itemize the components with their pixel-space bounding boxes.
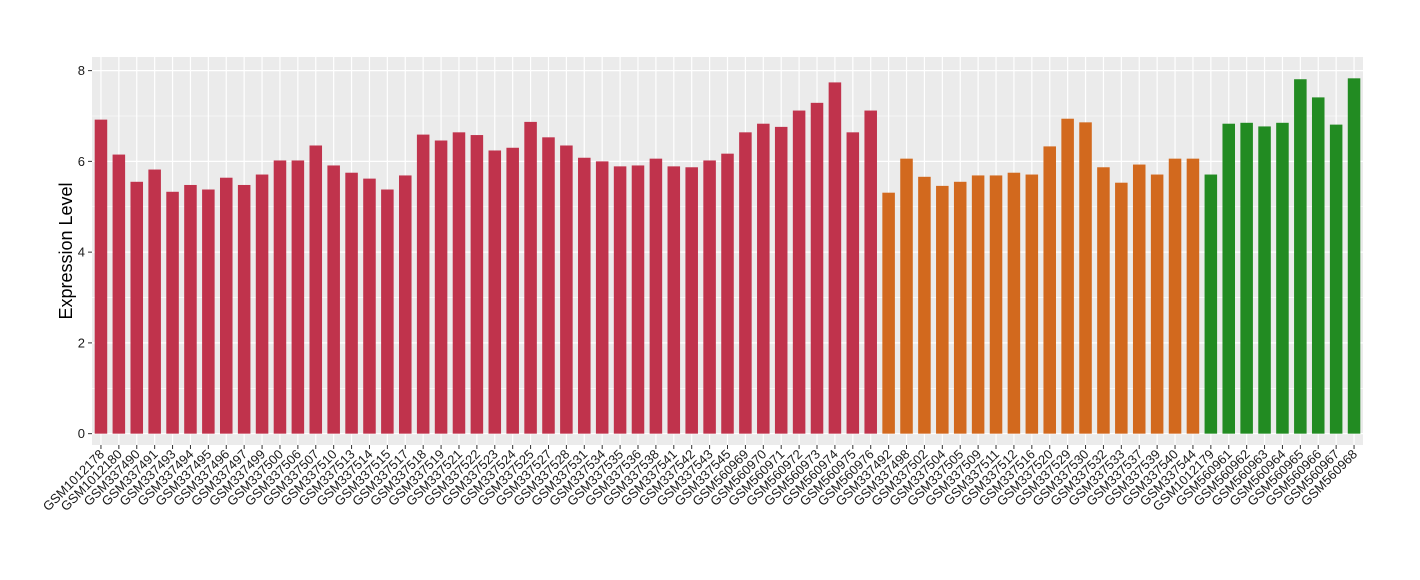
bar-GSM337514 xyxy=(363,178,376,434)
bar-GSM337513 xyxy=(345,172,358,434)
bar-GSM337517 xyxy=(399,175,412,434)
bar-GSM337502 xyxy=(918,176,931,434)
bar-GSM337533 xyxy=(1115,182,1128,434)
bar-GSM560965 xyxy=(1294,79,1307,434)
bar-GSM337518 xyxy=(416,134,430,434)
x-axis: GSM1012178GSM1012180GSM337490GSM337491GS… xyxy=(40,445,1360,514)
bar-GSM337490 xyxy=(130,181,144,434)
bar-GSM337504 xyxy=(936,185,949,434)
bar-GSM560972 xyxy=(792,110,806,434)
bar-GSM337538 xyxy=(649,158,663,434)
bar-GSM337493 xyxy=(166,191,179,434)
bar-GSM337515 xyxy=(381,189,394,434)
bar-GSM337537 xyxy=(1132,164,1146,434)
bar-GSM337543 xyxy=(703,160,716,434)
bar-GSM560971 xyxy=(774,126,788,434)
y-tick-label: 0 xyxy=(78,426,85,441)
bar-GSM560976 xyxy=(864,110,877,434)
bar-GSM337525 xyxy=(524,121,537,434)
bar-GSM337521 xyxy=(452,132,466,434)
bar-GSM337541 xyxy=(667,166,681,434)
bar-GSM337500 xyxy=(273,160,287,434)
y-tick-label: 6 xyxy=(78,154,85,169)
bar-GSM337523 xyxy=(488,150,502,434)
bar-GSM337540 xyxy=(1168,158,1182,434)
bar-GSM337545 xyxy=(721,153,734,434)
bar-GSM560967 xyxy=(1329,124,1343,434)
bar-GSM560969 xyxy=(739,132,752,434)
bar-GSM337529 xyxy=(1061,118,1074,434)
y-tick-label: 2 xyxy=(78,335,85,350)
bar-GSM337524 xyxy=(506,147,519,434)
bar-GSM560963 xyxy=(1258,126,1271,434)
bar-GSM337516 xyxy=(1025,174,1039,434)
bar-GSM337532 xyxy=(1097,167,1110,434)
bar-GSM337522 xyxy=(470,135,484,434)
bar-GSM337509 xyxy=(971,175,985,434)
bars xyxy=(94,78,1361,434)
bar-GSM560974 xyxy=(828,82,842,434)
bar-GSM560964 xyxy=(1276,122,1289,434)
bar-GSM560962 xyxy=(1240,122,1253,434)
bar-GSM337511 xyxy=(989,175,1003,434)
bar-GSM560973 xyxy=(810,102,824,434)
bar-GSM337507 xyxy=(309,145,323,434)
bar-GSM337519 xyxy=(434,140,448,434)
bar-GSM337512 xyxy=(1007,172,1021,434)
bar-GSM337520 xyxy=(1043,146,1056,434)
bar-GSM337542 xyxy=(685,167,698,434)
y-axis-title: Expression Level xyxy=(56,182,76,319)
y-tick-label: 4 xyxy=(78,245,85,260)
bar-GSM337494 xyxy=(184,184,197,434)
bar-GSM337536 xyxy=(631,165,645,434)
bar-GSM337539 xyxy=(1150,174,1164,434)
bar-GSM337506 xyxy=(291,160,305,434)
bar-GSM337527 xyxy=(542,137,555,434)
bar-GSM337535 xyxy=(613,166,627,434)
bar-GSM560961 xyxy=(1222,123,1236,434)
bar-GSM337528 xyxy=(560,145,573,434)
bar-GSM1012179 xyxy=(1204,174,1218,434)
bar-GSM560968 xyxy=(1347,78,1361,434)
bar-GSM337534 xyxy=(595,161,609,434)
bar-GSM560970 xyxy=(757,123,770,434)
bar-GSM560966 xyxy=(1311,97,1325,434)
bar-GSM337491 xyxy=(148,169,161,434)
bar-GSM1012178 xyxy=(94,119,108,434)
bar-GSM560975 xyxy=(846,132,860,434)
bar-GSM337499 xyxy=(255,174,269,434)
bar-GSM337530 xyxy=(1079,122,1092,434)
y-tick-label: 8 xyxy=(78,63,85,78)
bar-GSM337510 xyxy=(327,165,340,434)
y-axis: 0 2 4 6 8 xyxy=(78,63,92,441)
bar-GSM337496 xyxy=(219,177,233,434)
bar-GSM337544 xyxy=(1186,158,1200,434)
bar-GSM1012180 xyxy=(112,154,126,434)
bar-GSM337531 xyxy=(578,157,591,434)
bar-GSM337492 xyxy=(882,192,895,434)
bar-GSM337505 xyxy=(953,181,967,434)
bar-GSM337497 xyxy=(237,184,251,434)
bar-GSM337498 xyxy=(900,158,913,434)
bar-GSM337495 xyxy=(202,189,215,434)
